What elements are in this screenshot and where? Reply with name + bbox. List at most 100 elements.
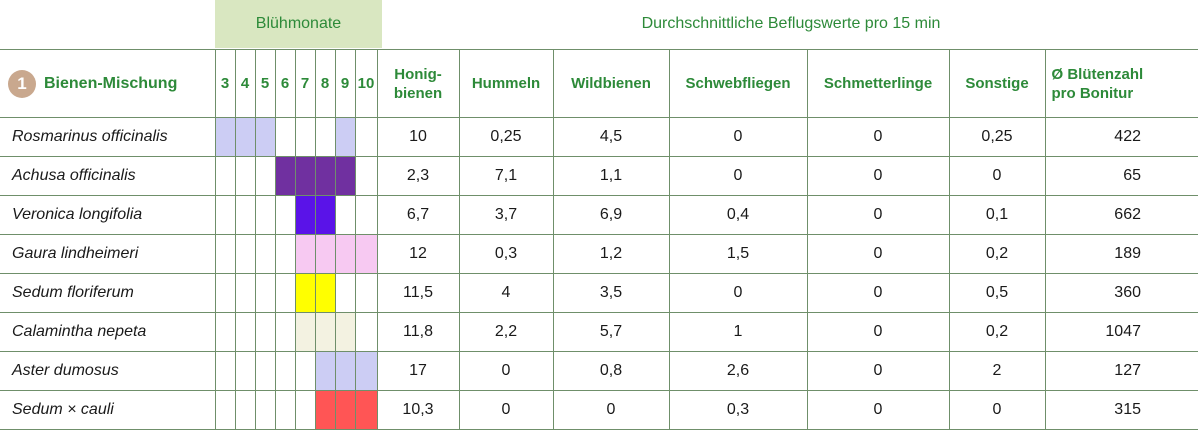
month-header-4: 4 bbox=[234, 49, 256, 118]
value-cell: 0,25 bbox=[458, 117, 554, 157]
bloom-cell bbox=[254, 156, 276, 196]
bloom-cell-active bbox=[334, 312, 356, 352]
mix-title: Bienen-Mischung bbox=[44, 74, 178, 92]
value-cell: 360 bbox=[1044, 273, 1198, 313]
bloom-cell bbox=[354, 195, 378, 235]
table-row: Sedum × cauli 10,3 0 0 0,3 0 0 315 bbox=[0, 390, 1198, 430]
column-header-line2: pro Bonitur bbox=[1051, 84, 1134, 102]
bloom-cell bbox=[234, 156, 256, 196]
bloom-cell bbox=[354, 312, 378, 352]
species-name: Calamintha nepeta bbox=[0, 312, 216, 352]
bloom-cell-active bbox=[354, 390, 378, 430]
bloom-cell bbox=[274, 117, 296, 157]
value-cell: 0 bbox=[458, 351, 554, 391]
bloom-cell bbox=[354, 156, 378, 196]
value-cell: 12 bbox=[376, 234, 460, 274]
month-header-8: 8 bbox=[314, 49, 336, 118]
bloom-cell bbox=[334, 195, 356, 235]
value-cell: 2 bbox=[948, 351, 1046, 391]
value-cell: 0,1 bbox=[948, 195, 1046, 235]
value-cell: 0,25 bbox=[948, 117, 1046, 157]
value-cell: 0 bbox=[806, 156, 950, 196]
column-header-line1: Schmetterlinge bbox=[823, 75, 933, 92]
bloom-cell bbox=[274, 273, 296, 313]
table-body: 1 Bienen-Mischung 3 4 5 6 7 8 9 10 Honig-bienen Hu… bbox=[0, 49, 1198, 430]
column-header-4: Schmetterlinge bbox=[806, 49, 950, 118]
bloom-cell bbox=[274, 390, 296, 430]
bloom-cell-active bbox=[234, 117, 256, 157]
value-cell: 11,8 bbox=[376, 312, 460, 352]
value-cell: 6,7 bbox=[376, 195, 460, 235]
bloom-cell-active bbox=[294, 273, 316, 313]
value-cell: 0 bbox=[948, 156, 1046, 196]
value-cell: 0,3 bbox=[458, 234, 554, 274]
bloom-cell-active bbox=[314, 156, 336, 196]
bloom-cell bbox=[234, 312, 256, 352]
bloom-cell-active bbox=[354, 351, 378, 391]
value-cell: 3,7 bbox=[458, 195, 554, 235]
species-name: Veronica longifolia bbox=[0, 195, 216, 235]
column-header-0: Honig-bienen bbox=[376, 49, 460, 118]
value-cell: 0 bbox=[668, 156, 808, 196]
species-name: Sedum × cauli bbox=[0, 390, 216, 430]
bloom-cell bbox=[234, 351, 256, 391]
month-header-3: 3 bbox=[214, 49, 236, 118]
value-cell: 4 bbox=[458, 273, 554, 313]
value-cell: 65 bbox=[1044, 156, 1198, 196]
bloom-cell-active bbox=[354, 234, 378, 274]
table-row: Aster dumosus 17 0 0,8 2,6 0 2 127 bbox=[0, 351, 1198, 391]
bloom-cell-active bbox=[294, 195, 316, 235]
column-header-line2: bienen bbox=[393, 84, 443, 102]
bloom-cell-active bbox=[294, 156, 316, 196]
beflug-header: Durchschnittliche Beflugswerte pro 15 mi… bbox=[641, 15, 941, 32]
bloom-cell bbox=[274, 351, 296, 391]
value-cell: 2,2 bbox=[458, 312, 554, 352]
bloom-cell-active bbox=[314, 390, 336, 430]
value-cell: 2,3 bbox=[376, 156, 460, 196]
value-cell: 4,5 bbox=[552, 117, 670, 157]
value-cell: 0 bbox=[806, 273, 950, 313]
bloom-cell-active bbox=[314, 312, 336, 352]
value-cell: 1047 bbox=[1044, 312, 1198, 352]
bloom-cell-active bbox=[254, 117, 276, 157]
column-header-line1: Honig- bbox=[394, 65, 442, 83]
month-header-6: 6 bbox=[274, 49, 296, 118]
value-cell: 0 bbox=[806, 390, 950, 430]
value-cell: 0 bbox=[806, 117, 950, 157]
value-cell: 189 bbox=[1044, 234, 1198, 274]
value-cell: 1,1 bbox=[552, 156, 670, 196]
bloom-cell bbox=[214, 195, 236, 235]
value-cell: 2,6 bbox=[668, 351, 808, 391]
value-cell: 10,3 bbox=[376, 390, 460, 430]
value-cell: 0,8 bbox=[552, 351, 670, 391]
table-row: Rosmarinus officinalis 10 0,25 4,5 0 0 0,25 422 bbox=[0, 117, 1198, 157]
mix-number-badge: 1 bbox=[8, 69, 36, 98]
bloom-cell-active bbox=[314, 234, 336, 274]
value-cell: 3,5 bbox=[552, 273, 670, 313]
bloom-cell-active bbox=[334, 390, 356, 430]
bloom-cell bbox=[274, 312, 296, 352]
bloom-cell bbox=[214, 351, 236, 391]
column-header-line1: Ø Blütenzahl bbox=[1051, 65, 1144, 83]
bloom-cell bbox=[214, 273, 236, 313]
value-cell: 0,3 bbox=[668, 390, 808, 430]
bloom-cell bbox=[354, 273, 378, 313]
value-cell: 7,1 bbox=[458, 156, 554, 196]
table-row: Veronica longifolia 6,7 3,7 6,9 0,4 0 0,1 662 bbox=[0, 195, 1198, 235]
bloom-cell bbox=[214, 390, 236, 430]
bloom-cell bbox=[214, 312, 236, 352]
column-header-line1: Schwebfliegen bbox=[685, 75, 791, 92]
bloom-cell bbox=[254, 234, 276, 274]
column-header-line1: Hummeln bbox=[471, 75, 541, 92]
bloom-cell-active bbox=[314, 351, 336, 391]
species-name: Aster dumosus bbox=[0, 351, 216, 391]
bloom-cell bbox=[354, 117, 378, 157]
value-cell: 0 bbox=[806, 234, 950, 274]
species-name: Rosmarinus officinalis bbox=[0, 117, 216, 157]
value-cell: 0 bbox=[806, 312, 950, 352]
bluehmonate-header: Blühmonate bbox=[215, 0, 382, 48]
header-row: 1 Bienen-Mischung 3 4 5 6 7 8 9 10 Honig-bienen Hu… bbox=[0, 49, 1198, 118]
table-row: Achusa officinalis 2,3 7,1 1,1 0 0 0 65 bbox=[0, 156, 1198, 196]
bloom-cell bbox=[254, 195, 276, 235]
month-header-5: 5 bbox=[254, 49, 276, 118]
